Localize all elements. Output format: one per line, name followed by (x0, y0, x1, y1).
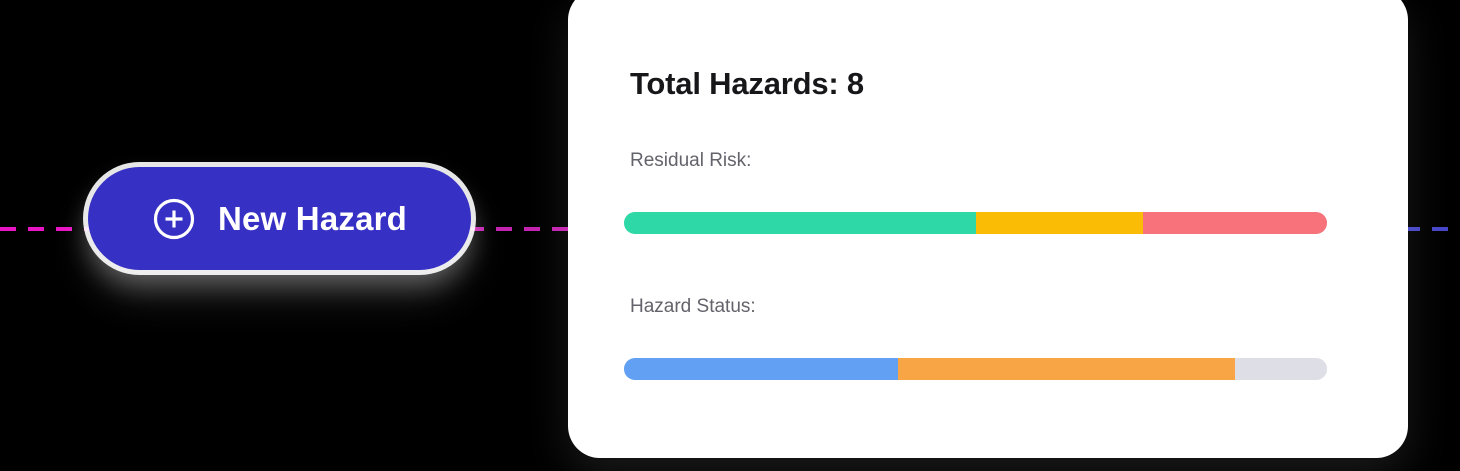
hazard-summary-card: Total Hazards: 8 Residual Risk: Hazard S… (568, 0, 1408, 458)
hazard-status-segment-closed (624, 358, 899, 380)
new-hazard-button[interactable]: New Hazard (88, 167, 471, 270)
residual-risk-segment-high (1142, 212, 1327, 234)
connector-line-left (0, 227, 92, 231)
connector-line-right (1404, 227, 1460, 231)
hazard-status-segment-in-progress (898, 358, 1235, 380)
hazard-status-segment-open (1234, 358, 1327, 380)
new-hazard-button-label: New Hazard (217, 200, 408, 237)
connector-line-middle (468, 227, 572, 231)
hazard-status-label: Hazard Status: (630, 296, 756, 317)
residual-risk-segment-low (624, 212, 977, 234)
residual-risk-label: Residual Risk: (630, 150, 752, 171)
plus-circle-icon (153, 198, 195, 239)
hazard-status-bar[interactable] (624, 358, 1327, 380)
residual-risk-segment-medium (976, 212, 1143, 234)
residual-risk-bar[interactable] (624, 212, 1327, 234)
total-hazards-title: Total Hazards: 8 (630, 66, 864, 101)
